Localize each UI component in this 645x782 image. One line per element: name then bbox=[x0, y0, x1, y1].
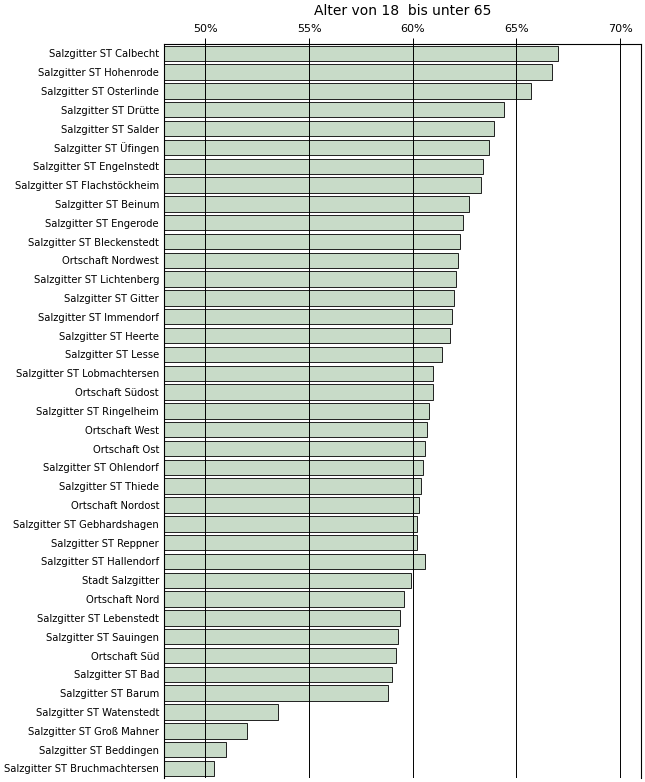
Bar bbox=[164, 479, 421, 494]
Bar bbox=[164, 215, 462, 231]
Bar bbox=[164, 666, 392, 682]
Bar bbox=[164, 121, 493, 136]
Bar bbox=[164, 346, 442, 362]
Bar bbox=[164, 234, 461, 249]
Bar bbox=[164, 686, 388, 701]
Bar bbox=[164, 365, 433, 381]
Bar bbox=[164, 572, 411, 588]
Bar bbox=[164, 271, 456, 287]
Title: Alter von 18  bis unter 65: Alter von 18 bis unter 65 bbox=[313, 4, 491, 18]
Bar bbox=[164, 404, 430, 418]
Bar bbox=[164, 647, 396, 663]
Bar bbox=[164, 159, 483, 174]
Bar bbox=[164, 178, 481, 193]
Bar bbox=[164, 102, 504, 117]
Bar bbox=[164, 309, 452, 325]
Bar bbox=[164, 516, 417, 532]
Bar bbox=[164, 422, 427, 437]
Bar bbox=[164, 723, 247, 738]
Bar bbox=[164, 742, 226, 757]
Bar bbox=[164, 591, 404, 607]
Bar bbox=[164, 64, 551, 80]
Bar bbox=[164, 140, 490, 155]
Bar bbox=[164, 460, 423, 475]
Bar bbox=[164, 705, 278, 719]
Bar bbox=[164, 629, 398, 644]
Bar bbox=[164, 45, 558, 61]
Bar bbox=[164, 384, 433, 400]
Bar bbox=[164, 441, 425, 456]
Bar bbox=[164, 497, 419, 513]
Bar bbox=[164, 535, 417, 551]
Bar bbox=[164, 253, 459, 268]
Bar bbox=[164, 328, 450, 343]
Bar bbox=[164, 610, 401, 626]
Bar bbox=[164, 761, 213, 777]
Bar bbox=[164, 196, 469, 212]
Bar bbox=[164, 554, 425, 569]
Bar bbox=[164, 290, 454, 306]
Bar bbox=[164, 83, 531, 99]
